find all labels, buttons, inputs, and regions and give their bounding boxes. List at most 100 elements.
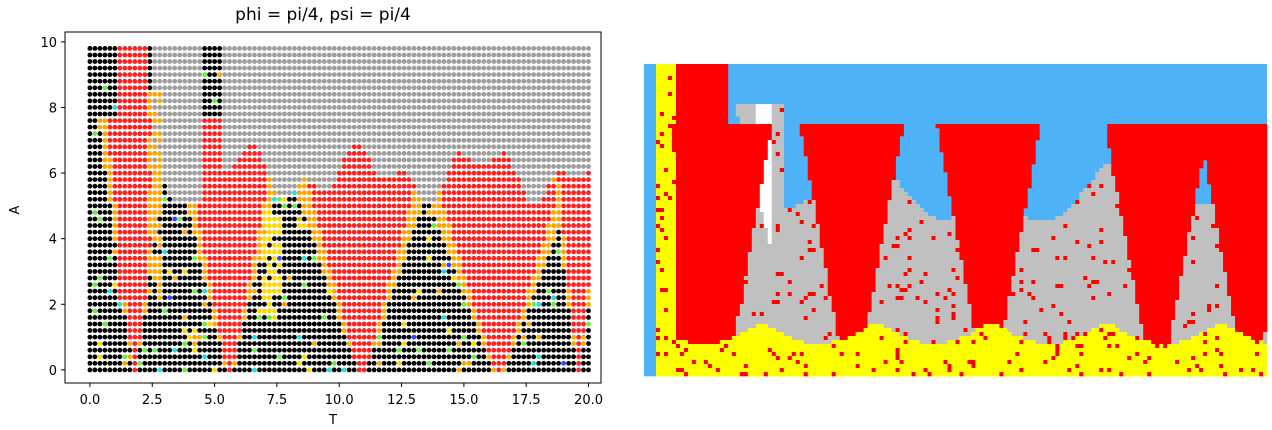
scatter-point bbox=[242, 190, 247, 196]
scatter-point bbox=[292, 315, 297, 320]
scatter-point bbox=[112, 255, 118, 261]
scatter-point bbox=[366, 347, 372, 353]
scatter-point bbox=[142, 334, 148, 340]
scatter-point bbox=[287, 111, 292, 117]
scatter-point bbox=[406, 91, 412, 97]
scatter-point bbox=[102, 91, 108, 97]
scatter-point bbox=[501, 131, 507, 137]
scatter-point bbox=[441, 78, 447, 84]
scatter-point bbox=[247, 124, 252, 130]
scatter-point bbox=[571, 328, 576, 333]
scatter-point bbox=[107, 196, 113, 202]
scatter-point bbox=[431, 347, 437, 353]
scatter-point bbox=[386, 111, 392, 117]
scatter-point bbox=[366, 124, 372, 130]
scatter-point bbox=[252, 91, 257, 97]
scatter-point bbox=[451, 91, 457, 97]
scatter-point bbox=[172, 164, 178, 169]
scatter-point bbox=[172, 354, 178, 360]
scatter-point bbox=[132, 78, 138, 84]
scatter-point bbox=[511, 295, 517, 301]
scatter-point bbox=[162, 216, 168, 222]
scatter-point bbox=[406, 52, 412, 58]
scatter-point bbox=[501, 111, 507, 117]
scatter-point bbox=[97, 216, 103, 222]
scatter-point bbox=[262, 275, 267, 281]
scatter-point bbox=[481, 85, 487, 91]
scatter-point bbox=[287, 164, 292, 169]
scatter-point bbox=[411, 46, 417, 51]
scatter-point bbox=[426, 137, 432, 143]
scatter-point bbox=[242, 85, 247, 91]
scatter-point bbox=[421, 98, 427, 104]
scatter-point bbox=[336, 249, 342, 255]
scatter-point bbox=[551, 124, 556, 130]
scatter-point bbox=[441, 210, 447, 215]
scatter-point bbox=[486, 118, 492, 123]
scatter-point bbox=[446, 341, 452, 346]
scatter-point bbox=[456, 144, 462, 150]
scatter-point bbox=[376, 124, 382, 130]
scatter-point bbox=[242, 183, 247, 189]
scatter-point bbox=[571, 301, 576, 307]
scatter-point bbox=[351, 164, 357, 169]
scatter-point bbox=[381, 46, 387, 51]
scatter-point bbox=[282, 341, 287, 346]
scatter-point bbox=[232, 203, 237, 209]
scatter-point bbox=[411, 190, 417, 196]
scatter-point bbox=[541, 46, 547, 51]
scatter-point bbox=[87, 262, 93, 268]
scatter-point bbox=[516, 367, 522, 373]
scatter-point bbox=[341, 98, 347, 104]
scatter-point bbox=[267, 347, 272, 353]
scatter-point bbox=[182, 105, 188, 110]
scatter-point bbox=[351, 249, 357, 255]
scatter-point bbox=[97, 236, 103, 242]
scatter-point bbox=[122, 65, 128, 71]
scatter-point bbox=[406, 308, 412, 314]
scatter-point bbox=[426, 282, 432, 287]
scatter-point bbox=[391, 131, 397, 137]
scatter-point bbox=[212, 59, 218, 64]
scatter-point bbox=[511, 321, 517, 327]
scatter-point bbox=[157, 98, 163, 104]
scatter-point bbox=[247, 334, 252, 340]
scatter-point bbox=[217, 242, 223, 248]
scatter-point bbox=[431, 151, 437, 156]
scatter-point bbox=[316, 111, 322, 117]
scatter-point bbox=[237, 308, 242, 314]
scatter-point bbox=[461, 328, 467, 333]
scatter-point bbox=[272, 111, 277, 117]
scatter-point bbox=[371, 216, 377, 222]
scatter-point bbox=[546, 249, 551, 255]
scatter-point bbox=[321, 124, 327, 130]
scatter-point bbox=[262, 72, 267, 77]
scatter-point bbox=[546, 118, 551, 123]
scatter-point bbox=[257, 144, 262, 150]
scatter-point bbox=[456, 196, 462, 202]
scatter-point bbox=[581, 177, 586, 183]
scatter-point bbox=[496, 295, 502, 301]
scatter-point bbox=[516, 216, 522, 222]
scatter-point bbox=[306, 334, 312, 340]
scatter-point bbox=[521, 59, 527, 64]
scatter-point bbox=[351, 210, 357, 215]
scatter-point bbox=[102, 236, 108, 242]
scatter-point bbox=[501, 236, 507, 242]
scatter-point bbox=[182, 236, 188, 242]
scatter-point bbox=[167, 151, 173, 156]
scatter-point bbox=[132, 151, 138, 156]
scatter-point bbox=[247, 72, 252, 77]
scatter-point bbox=[426, 190, 432, 196]
scatter-point bbox=[227, 341, 232, 346]
scatter-point bbox=[461, 59, 467, 64]
scatter-point bbox=[391, 164, 397, 169]
scatter-point bbox=[87, 137, 93, 143]
scatter-point bbox=[366, 151, 372, 156]
scatter-point bbox=[546, 177, 551, 183]
scatter-point bbox=[137, 236, 143, 242]
scatter-point bbox=[391, 46, 397, 51]
scatter-point bbox=[556, 249, 561, 255]
scatter-point bbox=[426, 46, 432, 51]
scatter-point bbox=[107, 269, 113, 274]
